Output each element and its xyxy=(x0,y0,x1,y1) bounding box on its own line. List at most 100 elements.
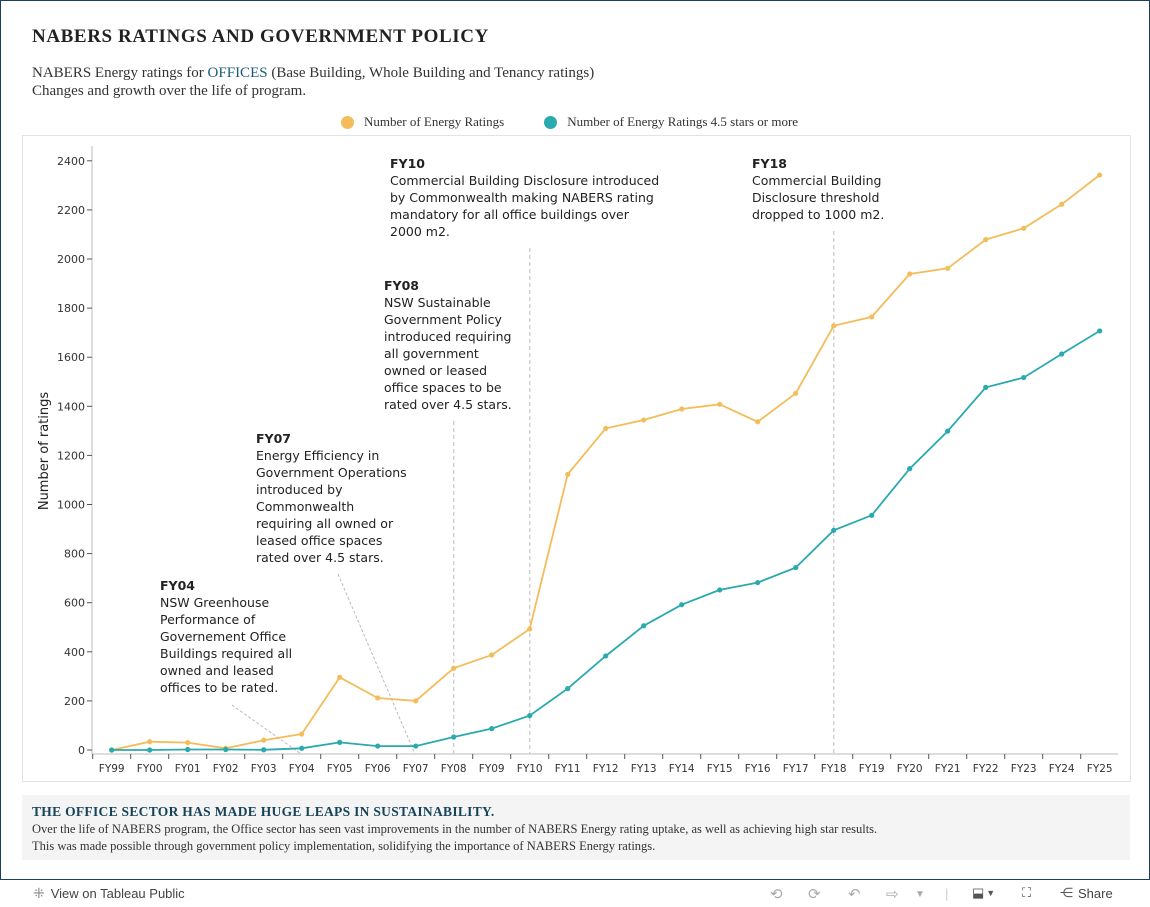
x-tick-label: FY16 xyxy=(745,763,771,775)
data-point-high-star xyxy=(413,743,419,749)
data-point-total xyxy=(565,471,571,477)
legend-dot-high-star xyxy=(544,115,558,129)
data-point-high-star xyxy=(1097,328,1103,334)
download-icon[interactable]: ⬓ ▼ xyxy=(972,885,996,900)
x-tick-label: FY03 xyxy=(251,763,277,775)
annotation-text-fy07: leased office spaces xyxy=(256,533,382,548)
annotation-heading-fy04: FY04 xyxy=(160,578,195,593)
share-label: Share xyxy=(1078,885,1113,901)
data-point-total xyxy=(413,698,419,704)
annotation-text-fy07: requiring all owned or xyxy=(256,516,394,531)
data-point-high-star xyxy=(679,602,685,608)
revert-icon[interactable]: ↶ xyxy=(848,886,861,903)
tableau-logo-icon: ⁜ xyxy=(33,885,45,901)
fullscreen-icon[interactable]: ⛶ xyxy=(1022,885,1032,900)
x-tick-label: FY17 xyxy=(783,763,809,775)
subtitle-line2: Changes and growth over the life of prog… xyxy=(32,83,307,99)
annotation-text-fy08: NSW Sustainable xyxy=(384,295,491,310)
data-point-high-star xyxy=(337,739,343,745)
refresh-icon[interactable]: ⇨ xyxy=(886,886,899,903)
tableau-toolbar: ⁜ View on Tableau Public ⟲ ⟳ ↶ ⇨ ▼ | ⬓ ▼… xyxy=(0,880,1150,907)
data-point-high-star xyxy=(945,428,951,434)
data-point-total xyxy=(147,739,153,745)
annotation-heading-fy18: FY18 xyxy=(752,156,787,171)
annotation-text-fy07: rated over 4.5 stars. xyxy=(256,550,384,565)
share-button[interactable]: ⋲ Share xyxy=(1060,885,1113,901)
share-icon: ⋲ xyxy=(1060,885,1073,900)
y-tick-label: 2000 xyxy=(57,253,85,266)
y-tick-label: 2400 xyxy=(57,155,85,168)
annotation-heading-fy08: FY08 xyxy=(384,278,419,293)
view-on-tableau-link[interactable]: ⁜ View on Tableau Public xyxy=(33,885,185,902)
subtitle-accent: OFFICES xyxy=(207,65,268,81)
x-tick-label: FY12 xyxy=(593,763,619,775)
annotation-text-fy10: mandatory for all office buildings over xyxy=(390,207,630,222)
data-point-total xyxy=(1021,225,1027,231)
y-tick-label: 400 xyxy=(64,646,85,659)
data-point-high-star xyxy=(755,579,761,586)
toolbar-divider: | xyxy=(945,886,949,901)
legend-item-high-star[interactable]: Number of Energy Ratings 4.5 stars or mo… xyxy=(544,114,798,130)
y-axis-title: Number of ratings xyxy=(37,392,52,511)
data-point-high-star xyxy=(869,512,875,518)
x-tick-label: FY09 xyxy=(479,763,505,775)
redo-icon[interactable]: ⟳ xyxy=(808,886,821,903)
data-point-total xyxy=(679,406,685,412)
y-tick-label: 600 xyxy=(64,597,85,610)
annotation-leader-fy07 xyxy=(337,573,416,755)
x-tick-label: FY23 xyxy=(1011,763,1037,775)
annotation-text-fy10: by Commonwealth making NABERS rating xyxy=(390,190,654,205)
annotation-text-fy04: NSW Greenhouse xyxy=(160,595,269,610)
x-tick-label: FY18 xyxy=(821,763,847,775)
legend-item-total[interactable]: Number of Energy Ratings xyxy=(341,114,504,130)
data-point-total xyxy=(945,265,951,271)
annotation-text-fy08: rated over 4.5 stars. xyxy=(384,397,512,412)
legend-label-high-star: Number of Energy Ratings 4.5 stars or mo… xyxy=(567,114,799,129)
line-chart: 0 200 400 600 800 1000 1200 1400 1600 1800 2000 220… xyxy=(37,146,1118,775)
data-point-total xyxy=(603,425,609,431)
annotation-text-fy18: dropped to 1000 m2. xyxy=(752,207,884,222)
x-tick-label: FY22 xyxy=(973,763,999,775)
data-point-total xyxy=(641,417,647,423)
data-point-high-star xyxy=(261,747,267,753)
data-point-high-star xyxy=(793,564,799,571)
x-tick-label: FY08 xyxy=(441,763,467,775)
page-title: NABERS RATINGS AND GOVERNMENT POLICY xyxy=(32,26,489,47)
data-point-high-star xyxy=(451,734,457,740)
y-tick-label: 800 xyxy=(64,548,85,561)
subtitle: NABERS Energy ratings for OFFICES (Base … xyxy=(32,64,594,100)
annotation-text-fy07: Government Operations xyxy=(256,465,407,480)
annotation-text-fy07: Energy Efficiency in xyxy=(256,448,379,463)
data-point-total xyxy=(1097,172,1103,178)
data-point-total xyxy=(299,731,305,737)
y-tick-label: 200 xyxy=(64,695,85,708)
dropdown-icon[interactable]: ▼ xyxy=(915,889,925,900)
dashboard-frame: NABERS RATINGS AND GOVERNMENT POLICY NAB… xyxy=(0,0,1150,880)
x-tick-label: FY10 xyxy=(517,763,543,775)
annotation-text-fy08: Government Policy xyxy=(384,312,502,327)
annotation-text-fy04: Buildings required all xyxy=(160,646,292,661)
summary-line-1: Over the life of NABERS program, the Off… xyxy=(32,822,878,836)
data-point-high-star xyxy=(831,527,837,533)
annotation-text-fy18: Disclosure threshold xyxy=(752,190,879,205)
data-point-high-star xyxy=(907,466,913,472)
y-tick-label: 1200 xyxy=(57,449,85,462)
annotation-text-fy04: Governement Office xyxy=(160,629,286,644)
annotation-text-fy04: Performance of xyxy=(160,612,256,627)
data-point-high-star xyxy=(109,747,115,753)
annotation-text-fy18: Commercial Building xyxy=(752,173,881,188)
x-tick-label: FY19 xyxy=(859,763,885,775)
annotation-text-fy08: all government xyxy=(384,346,479,361)
x-tick-label: FY11 xyxy=(555,763,581,775)
summary-box: THE OFFICE SECTOR HAS MADE HUGE LEAPS IN… xyxy=(22,795,1130,860)
annotation-text-fy10: 2000 m2. xyxy=(390,224,450,239)
data-point-total xyxy=(755,419,761,425)
data-point-high-star xyxy=(717,587,723,593)
undo-icon[interactable]: ⟲ xyxy=(770,886,783,903)
data-point-total xyxy=(1059,201,1065,207)
data-point-high-star xyxy=(147,747,153,753)
view-on-tableau-label: View on Tableau Public xyxy=(50,886,185,901)
data-point-high-star xyxy=(223,746,229,753)
annotation-text-fy08: office spaces to be xyxy=(384,380,502,395)
data-point-high-star xyxy=(1021,374,1027,381)
